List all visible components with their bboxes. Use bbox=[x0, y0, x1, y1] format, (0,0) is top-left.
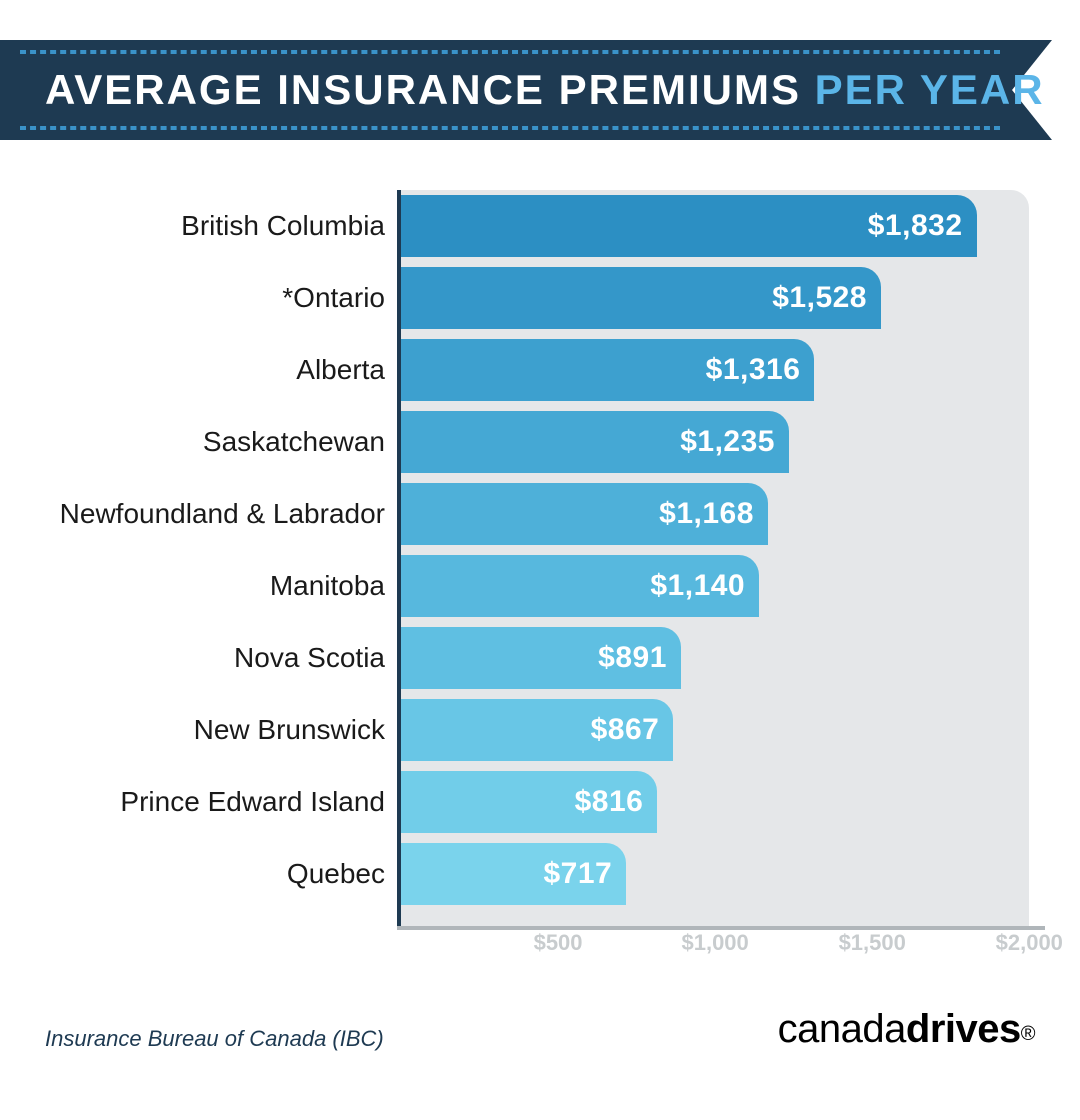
category-label: Saskatchewan bbox=[25, 426, 385, 458]
bar: $891 bbox=[401, 627, 681, 689]
table-row: New Brunswick$867 bbox=[45, 699, 1045, 761]
bar: $1,832 bbox=[401, 195, 977, 257]
table-row: Quebec$717 bbox=[45, 843, 1045, 905]
bar: $1,140 bbox=[401, 555, 759, 617]
category-label: Nova Scotia bbox=[25, 642, 385, 674]
category-label: *Ontario bbox=[25, 282, 385, 314]
bar-chart: $500$1,000$1,500$2,000 British Columbia$… bbox=[45, 190, 1045, 960]
table-row: Manitoba$1,140 bbox=[45, 555, 1045, 617]
bar-value: $891 bbox=[598, 641, 667, 675]
title-banner: AVERAGE INSURANCE PREMIUMS PER YEAR bbox=[0, 40, 1080, 140]
x-tick-label: $1,500 bbox=[839, 930, 906, 956]
brand-suffix: ® bbox=[1021, 1023, 1035, 1045]
category-label: Quebec bbox=[25, 858, 385, 890]
bar: $1,528 bbox=[401, 267, 881, 329]
title-main: AVERAGE INSURANCE PREMIUMS bbox=[45, 66, 801, 113]
brand-logo: canadadrives® bbox=[778, 1007, 1035, 1052]
bar-value: $1,140 bbox=[650, 569, 745, 603]
bar-value: $867 bbox=[591, 713, 660, 747]
bar-value: $1,168 bbox=[659, 497, 754, 531]
brand-part1: canada bbox=[778, 1007, 906, 1051]
table-row: Prince Edward Island$816 bbox=[45, 771, 1045, 833]
x-tick-label: $2,000 bbox=[996, 930, 1063, 956]
bar: $867 bbox=[401, 699, 673, 761]
category-label: New Brunswick bbox=[25, 714, 385, 746]
table-row: Saskatchewan$1,235 bbox=[45, 411, 1045, 473]
x-tick-label: $500 bbox=[534, 930, 583, 956]
bar-value: $1,832 bbox=[868, 209, 963, 243]
table-row: Newfoundland & Labrador$1,168 bbox=[45, 483, 1045, 545]
bar: $816 bbox=[401, 771, 657, 833]
category-label: Newfoundland & Labrador bbox=[25, 498, 385, 530]
category-label: Alberta bbox=[25, 354, 385, 386]
bar: $1,235 bbox=[401, 411, 789, 473]
page-title: AVERAGE INSURANCE PREMIUMS PER YEAR bbox=[0, 40, 1080, 140]
bar-value: $816 bbox=[575, 785, 644, 819]
table-row: *Ontario$1,528 bbox=[45, 267, 1045, 329]
x-tick-label: $1,000 bbox=[681, 930, 748, 956]
bar: $1,168 bbox=[401, 483, 768, 545]
bar-value: $1,316 bbox=[706, 353, 801, 387]
brand-part2: drives bbox=[906, 1007, 1021, 1051]
x-baseline bbox=[397, 926, 1045, 930]
bar-value: $717 bbox=[543, 857, 612, 891]
table-row: Alberta$1,316 bbox=[45, 339, 1045, 401]
bar-value: $1,235 bbox=[680, 425, 775, 459]
bar: $717 bbox=[401, 843, 626, 905]
bar-value: $1,528 bbox=[772, 281, 867, 315]
category-label: Prince Edward Island bbox=[25, 786, 385, 818]
footer: Insurance Bureau of Canada (IBC) canadad… bbox=[45, 1007, 1035, 1052]
category-label: British Columbia bbox=[25, 210, 385, 242]
table-row: Nova Scotia$891 bbox=[45, 627, 1045, 689]
category-label: Manitoba bbox=[25, 570, 385, 602]
title-accent: PER YEAR bbox=[815, 66, 1045, 113]
table-row: British Columbia$1,832 bbox=[45, 195, 1045, 257]
source-text: Insurance Bureau of Canada (IBC) bbox=[45, 1026, 384, 1052]
bar: $1,316 bbox=[401, 339, 814, 401]
